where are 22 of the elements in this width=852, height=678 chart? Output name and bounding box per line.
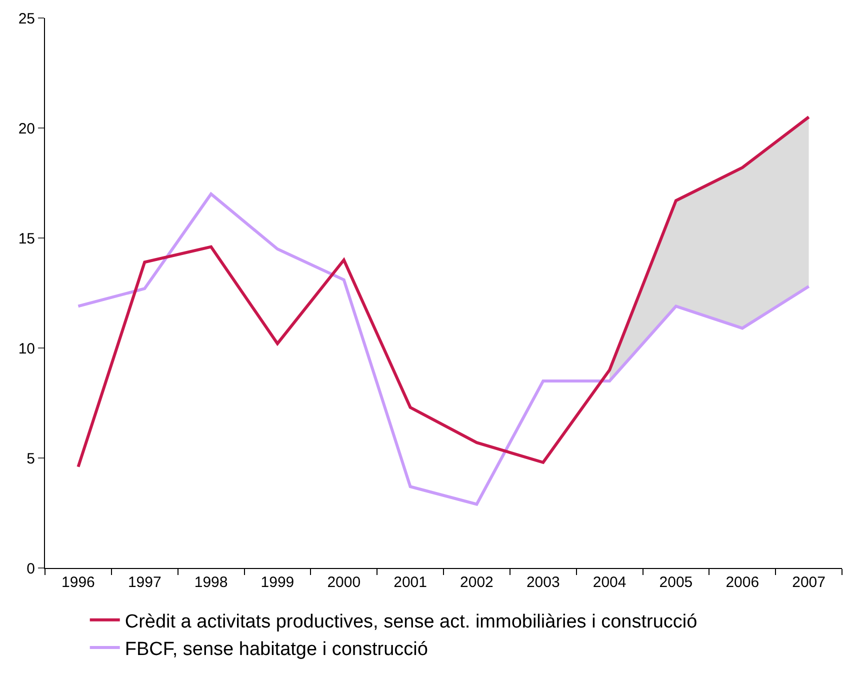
x-tick-label: 1999 (260, 574, 294, 591)
x-tick-label: 2003 (526, 574, 560, 591)
x-tick-label: 2006 (726, 574, 760, 591)
legend-label: FBCF, sense habitatge i construcció (124, 638, 428, 660)
x-tick-label: 1998 (194, 574, 228, 591)
y-tick-label: 15 (18, 230, 35, 248)
y-tick-label: 10 (18, 340, 35, 358)
x-tick-label: 2002 (460, 574, 494, 591)
x-tick-label: 1996 (62, 574, 95, 591)
y-tick-label: 25 (18, 10, 35, 28)
x-tick-label: 2007 (792, 574, 826, 591)
y-tick-label: 5 (26, 450, 35, 468)
x-tick-label: 2005 (659, 574, 693, 591)
legend-label: Crèdit a activitats productives, sense act. immobiliàries i construcció (124, 611, 698, 632)
x-tick-label: 2001 (394, 574, 427, 591)
y-tick-label: 0 (26, 560, 35, 578)
x-tick-label: 2000 (327, 574, 361, 591)
x-tick-label: 2004 (592, 574, 626, 591)
line-series (76, 192, 810, 506)
line-series (76, 116, 810, 468)
y-tick-label: 20 (18, 120, 35, 138)
x-tick-label: 1997 (128, 574, 162, 591)
